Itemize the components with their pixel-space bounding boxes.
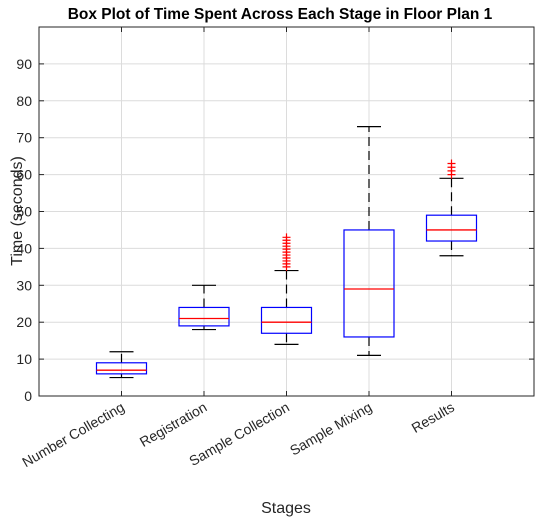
outlier-point xyxy=(282,233,291,242)
x-tick-label: Number Collecting xyxy=(19,399,127,470)
box-group xyxy=(178,284,230,331)
iqr-box xyxy=(178,306,230,327)
chart-title: Box Plot of Time Spent Across Each Stage… xyxy=(68,6,493,23)
y-tick-label: 60 xyxy=(16,167,32,183)
y-tick-label: 0 xyxy=(24,388,32,404)
box-group xyxy=(343,126,395,357)
y-tick-label: 70 xyxy=(16,130,32,146)
y-tick-label: 40 xyxy=(16,240,32,256)
iqr-box xyxy=(260,306,313,334)
y-axis-label: Time (seconds) xyxy=(9,156,26,266)
y-tick-label: 90 xyxy=(16,56,32,72)
x-axis-label: Stages xyxy=(261,500,311,517)
outlier-point xyxy=(447,159,456,168)
x-tick-label: Sample Mixing xyxy=(287,399,375,459)
iqr-box xyxy=(95,362,148,375)
box-layer xyxy=(95,126,478,379)
box-group xyxy=(425,159,478,257)
iqr-box xyxy=(425,214,478,242)
iqr-box xyxy=(343,229,395,338)
y-tick-label: 10 xyxy=(16,351,32,367)
box-group xyxy=(95,351,148,379)
box-group xyxy=(260,233,313,345)
y-tick-label: 30 xyxy=(16,277,32,293)
y-tick-label: 50 xyxy=(16,204,32,220)
x-tick-label: Results xyxy=(409,399,457,436)
y-tick-label: 80 xyxy=(16,93,32,109)
x-tick-label: Registration xyxy=(137,399,210,450)
y-tick-label: 20 xyxy=(16,314,32,330)
